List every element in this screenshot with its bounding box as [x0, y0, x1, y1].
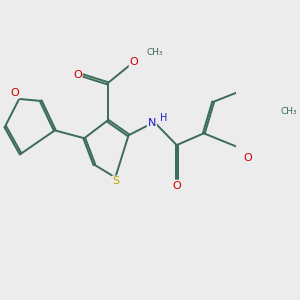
Text: O: O [243, 153, 252, 163]
Text: O: O [10, 88, 19, 98]
Text: O: O [130, 57, 138, 67]
Text: O: O [73, 70, 82, 80]
Text: O: O [172, 181, 181, 191]
Text: H: H [160, 112, 167, 123]
Text: CH₃: CH₃ [146, 48, 163, 57]
Text: CH₃: CH₃ [281, 107, 297, 116]
Text: S: S [112, 176, 120, 186]
Text: N: N [148, 118, 156, 128]
